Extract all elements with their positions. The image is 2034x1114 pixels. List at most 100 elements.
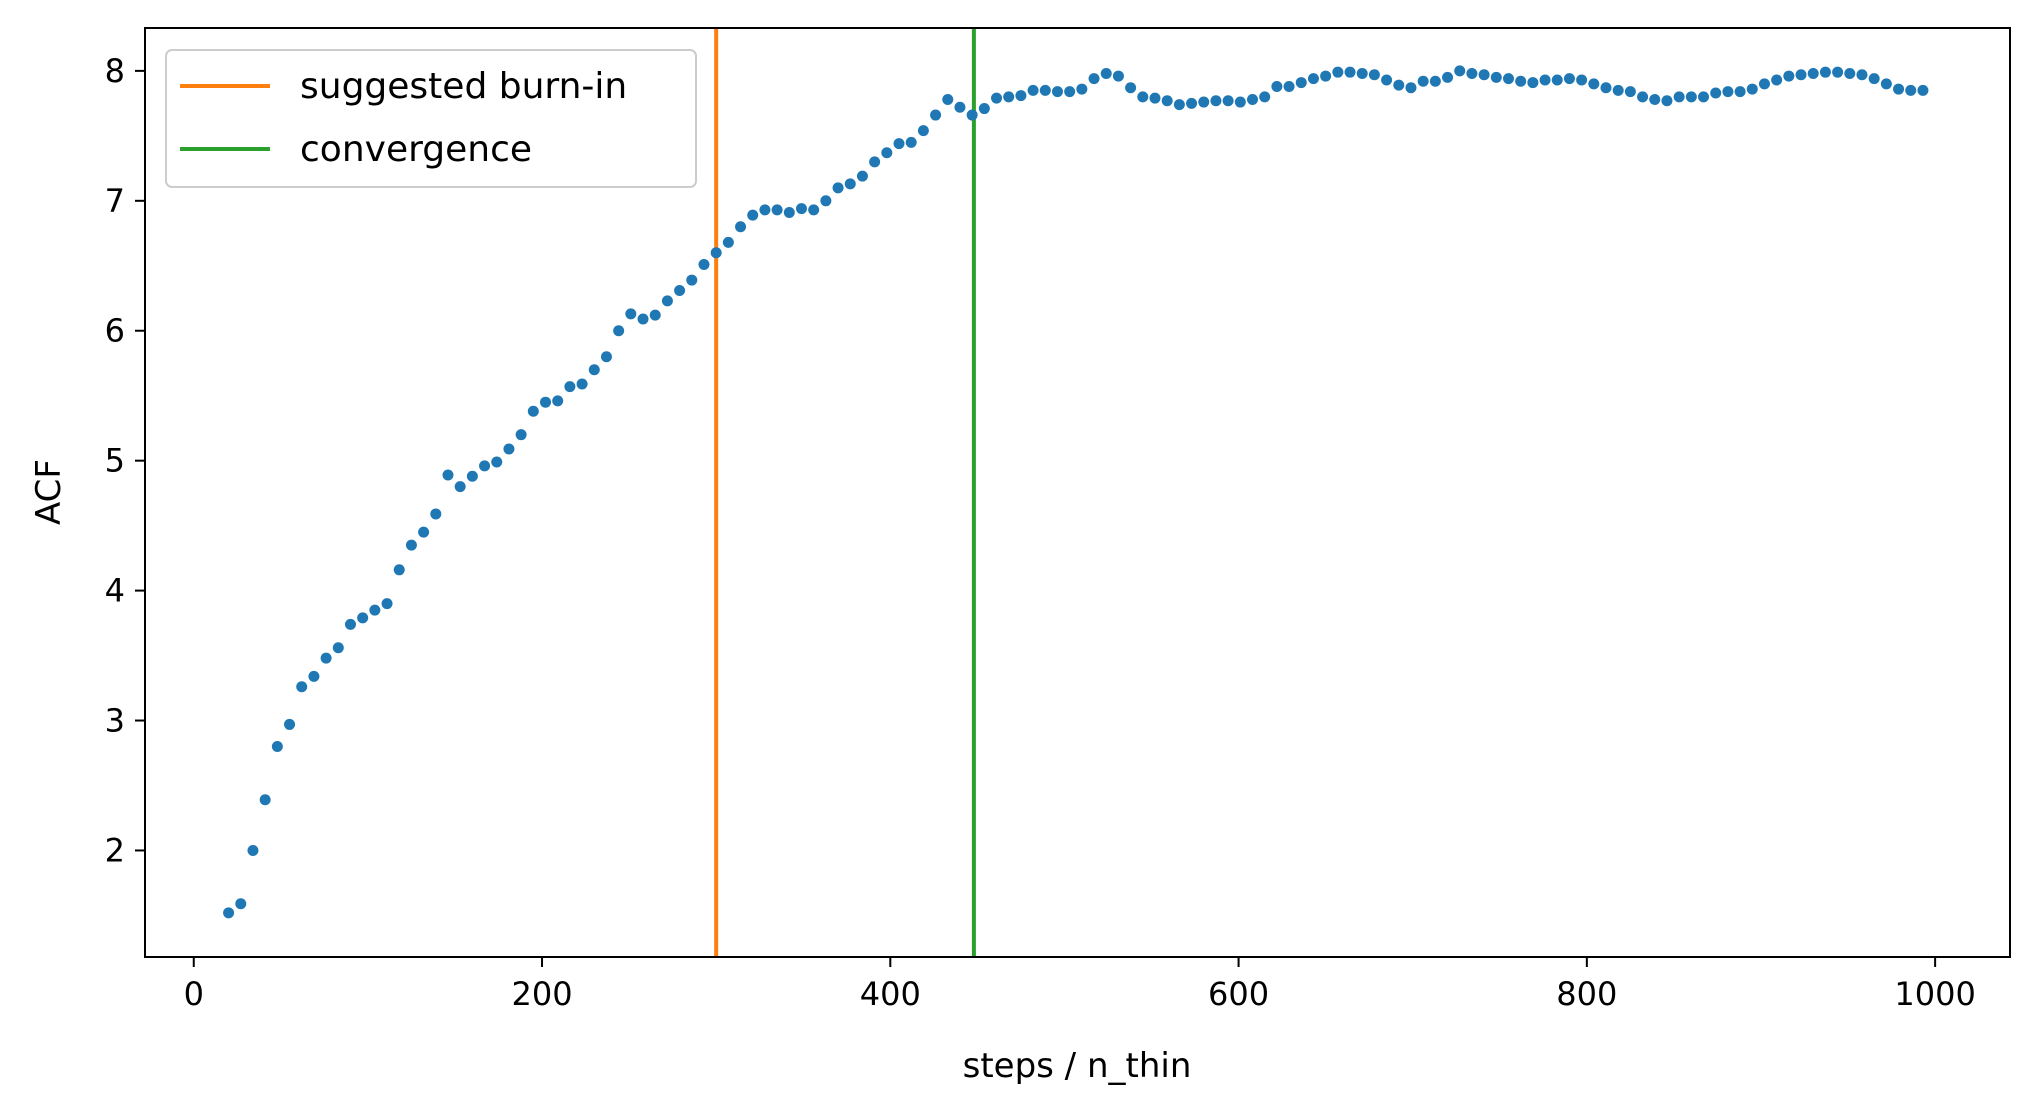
data-point: [1539, 74, 1551, 86]
data-point: [223, 907, 235, 919]
data-point: [1051, 86, 1063, 98]
data-point: [1661, 95, 1673, 107]
data-point: [942, 93, 954, 105]
data-point: [296, 681, 308, 693]
data-point: [1429, 75, 1441, 87]
y-axis-ticks: 2 3 4 5 6 7 8: [105, 52, 145, 869]
data-point: [1612, 84, 1624, 96]
data-point: [1868, 73, 1880, 85]
data-point: [552, 395, 564, 407]
data-point: [795, 203, 807, 215]
data-point: [1015, 90, 1027, 102]
data-point: [1137, 91, 1149, 103]
data-point: [1783, 70, 1795, 82]
x-tick-label: 0: [184, 975, 204, 1013]
data-point: [856, 170, 868, 182]
data-point: [369, 604, 381, 616]
data-point: [1320, 70, 1332, 82]
data-point: [1637, 91, 1649, 103]
data-point: [332, 642, 344, 654]
data-point: [1576, 74, 1588, 86]
data-point: [1905, 84, 1917, 96]
data-point: [1417, 75, 1429, 87]
data-point: [930, 109, 942, 121]
vertical-lines: [714, 28, 976, 957]
data-point: [1283, 80, 1295, 92]
data-point: [674, 284, 686, 296]
data-point: [832, 182, 844, 194]
data-point: [1039, 84, 1051, 96]
data-point: [808, 204, 820, 216]
data-point: [771, 204, 783, 216]
data-point: [1307, 73, 1319, 85]
data-point: [405, 539, 417, 551]
data-point: [881, 147, 893, 159]
data-point: [722, 236, 734, 248]
data-point: [588, 364, 600, 376]
data-point: [1722, 86, 1734, 98]
data-point: [1381, 74, 1393, 86]
data-point: [1064, 86, 1076, 98]
data-point: [393, 564, 405, 576]
data-point: [1466, 67, 1478, 79]
data-point: [540, 396, 552, 408]
data-points: [223, 65, 1929, 919]
data-point: [1332, 66, 1344, 78]
data-point: [1624, 86, 1636, 98]
data-point: [454, 481, 466, 493]
data-point: [1234, 96, 1246, 108]
data-point: [1271, 80, 1283, 92]
x-axis-ticks: 0 200 400 600 800 1000: [184, 957, 1976, 1013]
data-point: [1356, 67, 1368, 79]
data-point: [893, 138, 905, 150]
data-point: [1027, 84, 1039, 96]
y-axis-label: ACF: [29, 459, 69, 525]
data-point: [820, 195, 832, 207]
legend-box: [165, 49, 697, 188]
data-point: [466, 470, 478, 482]
data-point: [1685, 91, 1697, 103]
data-point: [1527, 77, 1539, 89]
x-tick-label: 200: [511, 975, 572, 1013]
data-point: [515, 429, 527, 441]
data-point: [1710, 87, 1722, 99]
data-point: [1344, 66, 1356, 78]
data-point: [1758, 78, 1770, 90]
legend-label-convergence: convergence: [300, 129, 532, 170]
data-point: [479, 460, 491, 472]
data-point: [527, 405, 539, 417]
data-point: [247, 844, 259, 856]
data-point: [1649, 93, 1661, 105]
data-point: [613, 325, 625, 337]
data-point: [1698, 91, 1710, 103]
data-point: [637, 313, 649, 325]
data-point: [235, 898, 247, 910]
data-point: [1259, 91, 1271, 103]
data-point: [869, 156, 881, 168]
y-tick-label: 5: [105, 442, 125, 480]
data-point: [1600, 82, 1612, 94]
data-point: [1222, 95, 1234, 107]
data-point: [564, 381, 576, 393]
data-point: [442, 469, 454, 481]
y-tick-label: 7: [105, 182, 125, 220]
y-tick-label: 4: [105, 572, 125, 610]
data-point: [649, 309, 661, 321]
x-tick-label: 400: [860, 975, 921, 1013]
data-point: [357, 612, 369, 624]
data-point: [1405, 82, 1417, 94]
data-point: [710, 247, 722, 259]
x-tick-label: 1000: [1894, 975, 1975, 1013]
data-point: [308, 670, 320, 682]
data-point: [1295, 77, 1307, 89]
data-point: [978, 103, 990, 115]
data-point: [1807, 67, 1819, 79]
data-point: [1515, 75, 1527, 87]
x-axis-label: steps / n_thin: [963, 1046, 1192, 1086]
data-point: [1088, 73, 1100, 85]
data-point: [1917, 84, 1929, 96]
data-point: [1490, 71, 1502, 83]
data-point: [1734, 86, 1746, 98]
data-point: [783, 207, 795, 219]
data-point: [686, 274, 698, 286]
